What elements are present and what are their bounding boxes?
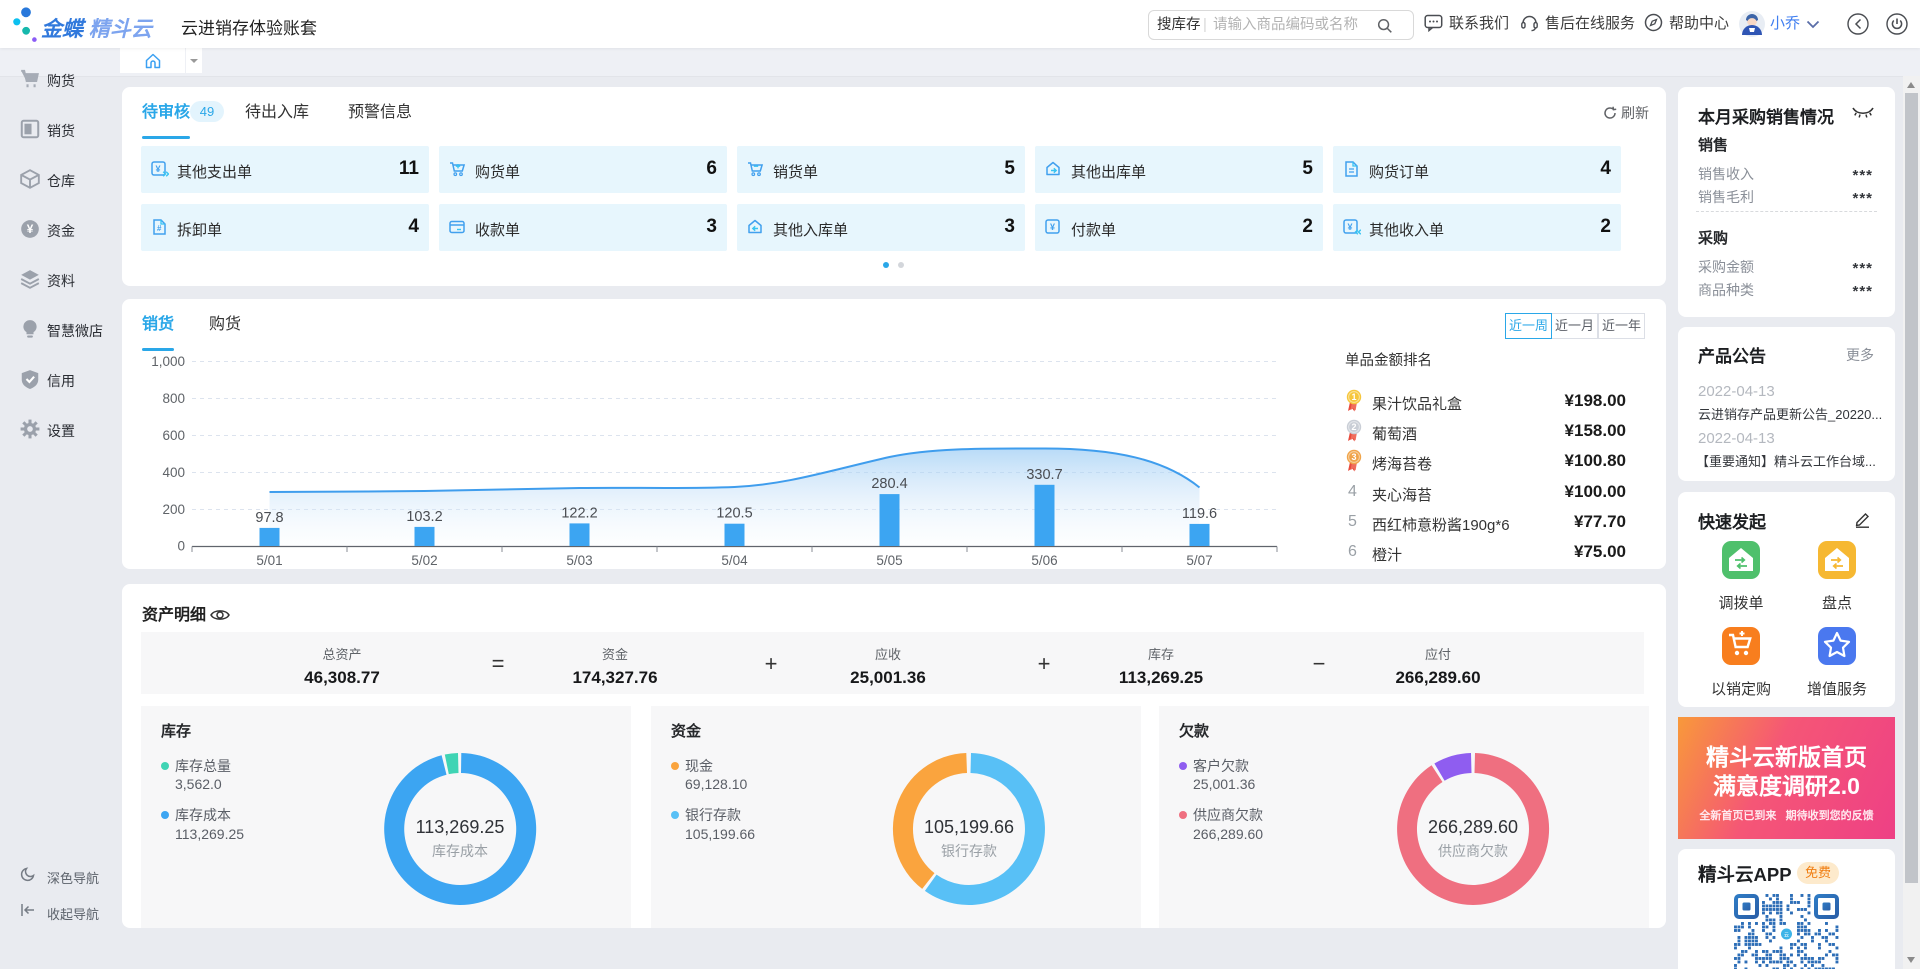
svg-text:103.2: 103.2	[406, 509, 442, 525]
svg-text:97.8: 97.8	[255, 510, 283, 526]
svg-text:3: 3	[1351, 453, 1356, 463]
svg-text:122.2: 122.2	[561, 505, 597, 521]
svg-text:330.7: 330.7	[1026, 467, 1062, 483]
svg-text:¥: ¥	[1347, 222, 1352, 232]
svg-text:5/02: 5/02	[411, 553, 437, 568]
svg-text:5/03: 5/03	[566, 553, 592, 568]
svg-text:5/06: 5/06	[1031, 553, 1057, 568]
svg-text:119.6: 119.6	[1182, 506, 1217, 522]
svg-text:5/07: 5/07	[1186, 553, 1212, 568]
svg-text:¥: ¥	[155, 164, 160, 174]
svg-text:¥: ¥	[27, 223, 34, 236]
svg-text:¥: ¥	[1050, 222, 1055, 232]
svg-text:200: 200	[162, 502, 185, 517]
svg-text:280.4: 280.4	[871, 476, 907, 492]
svg-text:云: 云	[1784, 933, 1789, 939]
svg-text:800: 800	[162, 391, 185, 406]
svg-text:1,000: 1,000	[151, 354, 185, 369]
svg-text:1: 1	[1351, 392, 1356, 402]
svg-text:400: 400	[162, 465, 185, 480]
svg-text:5/05: 5/05	[876, 553, 902, 568]
svg-text:0: 0	[177, 539, 185, 554]
svg-text:#: #	[157, 224, 162, 233]
svg-text:5/01: 5/01	[256, 553, 282, 568]
svg-text:2: 2	[1351, 422, 1356, 432]
svg-text:600: 600	[162, 428, 185, 443]
svg-text:120.5: 120.5	[716, 506, 752, 522]
svg-text:5/04: 5/04	[721, 553, 748, 568]
